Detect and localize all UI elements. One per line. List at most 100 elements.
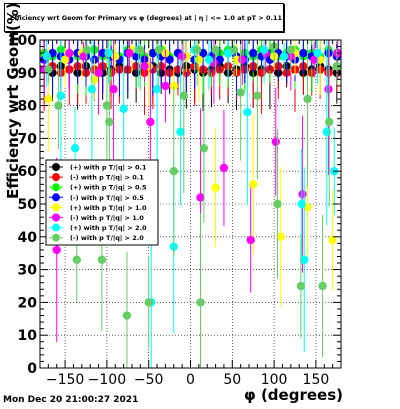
legend-label: (+) with p T/|q| > 0.5 xyxy=(70,184,147,193)
data-point xyxy=(70,144,80,153)
data-point xyxy=(105,117,114,127)
legend: (+) with p T/|q| > 0.1(-) with p T/|q| >… xyxy=(45,159,159,246)
data-point xyxy=(249,48,258,58)
data-point xyxy=(196,298,205,307)
data-point xyxy=(179,91,189,100)
data-point xyxy=(104,48,113,58)
data-point xyxy=(243,107,252,117)
data-point xyxy=(192,45,202,55)
data-point xyxy=(79,52,88,61)
legend-label: (-) with p T/|q| > 0.5 xyxy=(70,194,144,203)
x-tick-label: 100 xyxy=(261,372,288,388)
y-tick-label: 30 xyxy=(18,263,38,279)
data-point xyxy=(324,85,333,94)
data-point xyxy=(259,45,269,55)
data-point xyxy=(87,85,97,94)
y-tick-label: 60 xyxy=(18,164,38,180)
data-point xyxy=(318,281,327,291)
data-point xyxy=(249,180,258,189)
data-point xyxy=(196,193,205,202)
datestamp: Mon Dec 20 21:00:27 2021 xyxy=(3,395,139,405)
legend-label: (-) with p T/|q| > 0.1 xyxy=(70,174,144,183)
data-point xyxy=(219,163,229,173)
data-point xyxy=(144,298,153,307)
data-point xyxy=(98,48,107,58)
data-point xyxy=(299,48,308,58)
data-point xyxy=(204,55,214,64)
y-tick-label: 70 xyxy=(18,131,38,147)
data-point xyxy=(303,94,312,104)
data-point xyxy=(122,311,132,320)
data-point xyxy=(177,52,187,61)
data-point xyxy=(310,55,319,64)
data-point xyxy=(119,104,128,114)
y-tick-label: 0 xyxy=(27,361,37,377)
x-tick-label: −150 xyxy=(46,372,84,388)
data-point xyxy=(296,281,306,291)
data-point xyxy=(125,48,134,58)
data-point xyxy=(211,45,220,55)
data-point xyxy=(276,232,285,241)
data-point xyxy=(146,117,155,127)
data-point xyxy=(169,167,178,176)
data-point xyxy=(328,235,337,245)
series-8 xyxy=(44,40,342,368)
data-point xyxy=(253,91,262,100)
data-point xyxy=(313,48,322,58)
data-point xyxy=(300,255,309,264)
data-point xyxy=(152,85,162,94)
data-point xyxy=(298,189,307,199)
data-point xyxy=(161,81,170,91)
data-point xyxy=(44,94,53,104)
data-point xyxy=(286,45,296,55)
legend-label: (+) with p T/|q| > 1.0 xyxy=(70,204,147,213)
data-point xyxy=(169,81,178,91)
y-tick-label: 80 xyxy=(18,99,38,115)
x-tick-label: −100 xyxy=(88,372,126,388)
axes: −150 −100 −50 0 50 100 150 0 10 20 30 40 50 60 70 80 90 1… xyxy=(8,33,342,388)
data-point xyxy=(65,48,74,58)
data-point xyxy=(94,68,103,78)
x-tick-label: 50 xyxy=(223,372,241,388)
data-point xyxy=(52,245,61,255)
data-point xyxy=(44,65,53,74)
x-tick-label: 150 xyxy=(303,372,330,388)
data-point xyxy=(211,183,220,192)
title-box: Efficiency wrt Geom for Primary vs φ (de… xyxy=(4,3,284,32)
data-point xyxy=(165,55,174,64)
y-tick-label: 90 xyxy=(18,66,38,82)
y-tick-label: 40 xyxy=(18,230,38,246)
legend-label: (+) with p T/|q| > 2.0 xyxy=(70,224,147,233)
data-point xyxy=(246,235,255,245)
data-point xyxy=(238,55,247,64)
data-point xyxy=(229,45,239,55)
legend-label: (+) with p T/|q| > 0.1 xyxy=(70,164,147,173)
data-point xyxy=(60,55,70,64)
y-tick-label: 20 xyxy=(18,295,38,311)
data-point xyxy=(136,45,145,55)
x-tick-label: 0 xyxy=(186,372,195,388)
x-axis-label: φ (degrees) xyxy=(244,386,343,404)
data-point xyxy=(273,199,282,209)
legend-label: (-) with p T/|q| > 2.0 xyxy=(70,234,144,243)
data-point xyxy=(72,255,81,264)
data-point xyxy=(97,255,107,264)
data-point xyxy=(109,85,118,94)
data-point xyxy=(332,62,342,71)
data-point xyxy=(279,52,289,61)
data-point xyxy=(236,88,245,97)
data-point xyxy=(271,137,280,146)
data-point xyxy=(199,144,209,153)
data-point xyxy=(176,127,185,137)
y-tick-label: 50 xyxy=(18,197,38,213)
data-point xyxy=(325,117,334,127)
data-point xyxy=(82,45,92,55)
y-axis-label: Efficiency wrt Geom(%) xyxy=(4,2,22,199)
legend-box xyxy=(45,159,159,246)
chart-title: Efficiency wrt Geom for Primary vs φ (de… xyxy=(10,14,283,22)
y-tick-label: 10 xyxy=(18,328,38,344)
data-point xyxy=(140,62,149,71)
y-tick-label: 100 xyxy=(8,33,37,49)
x-tick-label: −50 xyxy=(134,372,164,388)
data-point xyxy=(154,45,163,55)
